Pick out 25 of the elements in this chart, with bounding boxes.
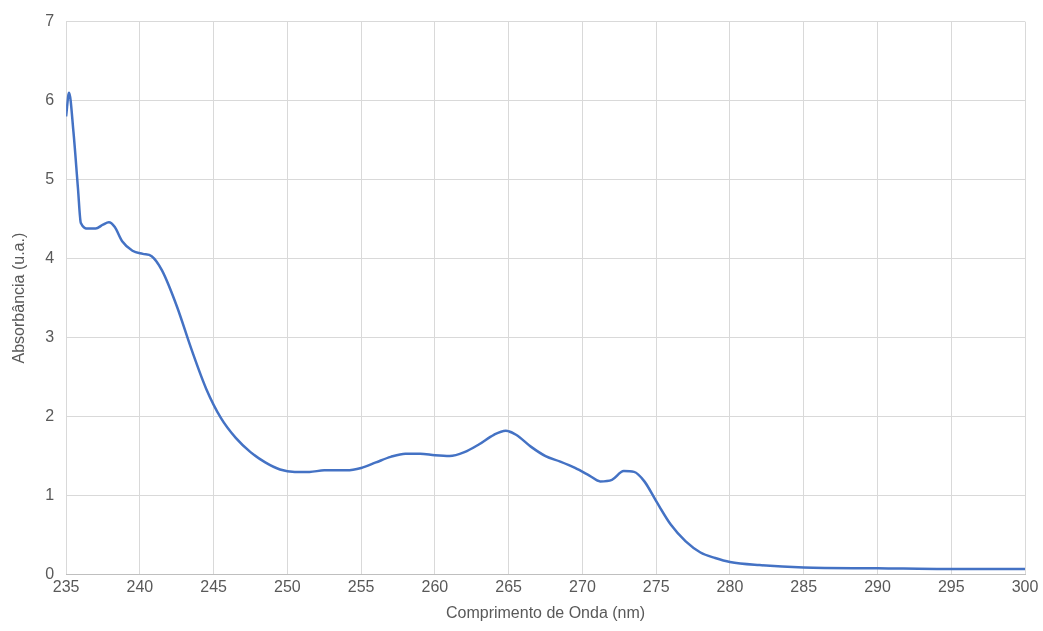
x-tick-label: 265: [495, 577, 523, 595]
x-tick-label: 280: [716, 577, 744, 595]
x-tick-label: 260: [421, 577, 449, 595]
y-tick-label: 7: [45, 12, 55, 30]
x-tick-label: 245: [200, 577, 228, 595]
y-tick-label: 1: [45, 486, 55, 504]
x-tick-label: 300: [1011, 577, 1039, 595]
x-tick-label: 270: [569, 577, 596, 595]
y-tick-label: 4: [45, 249, 55, 267]
y-tick-label: 5: [45, 170, 55, 188]
line-series: [66, 91, 1025, 571]
y-tick-label: 0: [45, 565, 55, 583]
x-tick-label: 255: [347, 577, 375, 595]
x-axis-title: Comprimento de Onda (nm): [445, 603, 646, 621]
x-tick-label: 285: [790, 577, 818, 595]
x-tick-label: 250: [274, 577, 301, 595]
x-tick-label: 240: [126, 577, 154, 595]
x-tick-label: 235: [52, 577, 80, 595]
y-axis-title: Absorbância (u.a.): [10, 232, 28, 364]
x-tick-label: 290: [864, 577, 891, 595]
x-tick-label: 295: [937, 577, 965, 595]
y-tick-label: 3: [45, 328, 55, 346]
x-tick-label: 275: [642, 577, 670, 595]
y-tick-label: 6: [45, 91, 55, 109]
y-tick-label: 2: [45, 407, 55, 425]
